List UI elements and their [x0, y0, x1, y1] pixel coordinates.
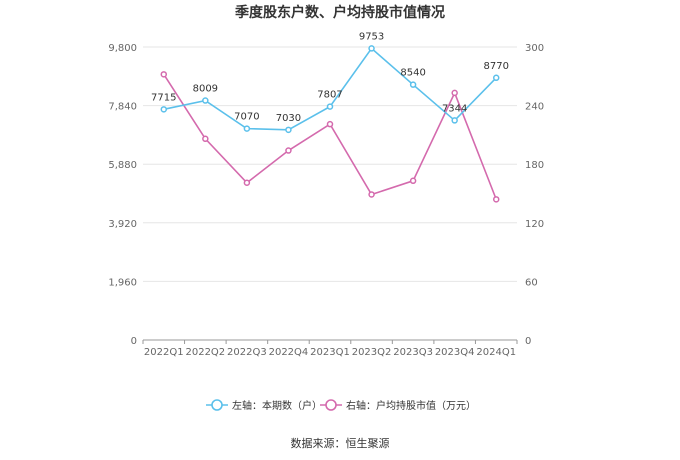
data-label: 7070 [234, 112, 259, 123]
left-tick-label: 7,840 [108, 102, 137, 113]
avg-value-point [285, 147, 292, 154]
avg-value-point [368, 191, 375, 198]
data-label: 8540 [400, 68, 425, 79]
data-label: 8009 [193, 84, 218, 95]
data-label: 9753 [359, 31, 384, 42]
source-note: 数据来源：恒生聚源 [291, 436, 390, 450]
left-tick-label: 9,800 [108, 43, 137, 54]
holders-point [368, 45, 375, 52]
holders-point [409, 81, 417, 88]
x-tick-label: 2022Q3 [227, 347, 267, 358]
right-tick-label: 180 [525, 160, 544, 171]
avg-value-point [326, 120, 334, 128]
legend-marker [211, 399, 223, 411]
right-tick-label: 120 [525, 219, 544, 230]
holders-point [160, 106, 168, 113]
holders-point [243, 125, 251, 132]
x-tick-label: 2024Q1 [476, 347, 516, 358]
x-tick-label: 2022Q1 [144, 347, 184, 358]
series-layer: 7715 8009 7070 7030 7807 9753 8540 7344 8770 [151, 31, 509, 203]
avg-value-point [451, 89, 458, 97]
x-tick-label: 2023Q2 [352, 347, 392, 358]
x-tick-label: 2022Q4 [269, 347, 309, 358]
chart-title: 季度股东户数、户均持股市值情况 [234, 4, 445, 21]
data-label: 7807 [317, 90, 342, 101]
left-axis: 0 1,960 3,920 5,880 7,840 9,800 [108, 43, 137, 347]
legend: 左轴：本期数（户） 右轴：户均持股市值（万元） [206, 399, 476, 412]
legend-marker [325, 399, 337, 411]
holders-point [451, 117, 458, 124]
avg-value-point [202, 135, 209, 143]
avg-value-point [243, 179, 251, 187]
x-tick-label: 2022Q2 [185, 347, 225, 358]
holders-point [326, 103, 334, 110]
right-axis: 0 60 120 180 240 300 [525, 43, 544, 347]
x-tick-label: 2023Q4 [435, 347, 475, 358]
x-tick-label: 2023Q1 [310, 347, 350, 358]
data-label: 8770 [483, 61, 508, 72]
holders-point [202, 97, 209, 104]
avg-value-point [409, 177, 417, 185]
right-tick-label: 60 [525, 277, 538, 288]
data-label: 7715 [151, 92, 176, 103]
left-tick-label: 1,960 [108, 277, 137, 288]
right-tick-label: 0 [525, 336, 531, 347]
left-tick-label: 0 [131, 336, 137, 347]
right-tick-label: 240 [525, 102, 544, 113]
holders-point [285, 126, 292, 134]
left-tick-label: 5,880 [108, 160, 137, 171]
data-label: 7030 [276, 113, 301, 124]
avg-value-point [160, 71, 168, 78]
left-tick-label: 3,920 [108, 219, 137, 230]
avg-value-point [492, 196, 500, 203]
data-label: 7344 [442, 103, 467, 114]
legend-label: 左轴：本期数（户） [232, 399, 322, 412]
x-tick-label: 2023Q3 [393, 347, 433, 358]
x-axis: 2022Q1 2022Q2 2022Q3 2022Q4 2023Q1 2023Q2 2023… [142, 339, 518, 358]
right-tick-label: 300 [525, 43, 544, 54]
holders-point [492, 74, 500, 82]
legend-label: 右轴：户均持股市值（万元） [346, 399, 476, 412]
